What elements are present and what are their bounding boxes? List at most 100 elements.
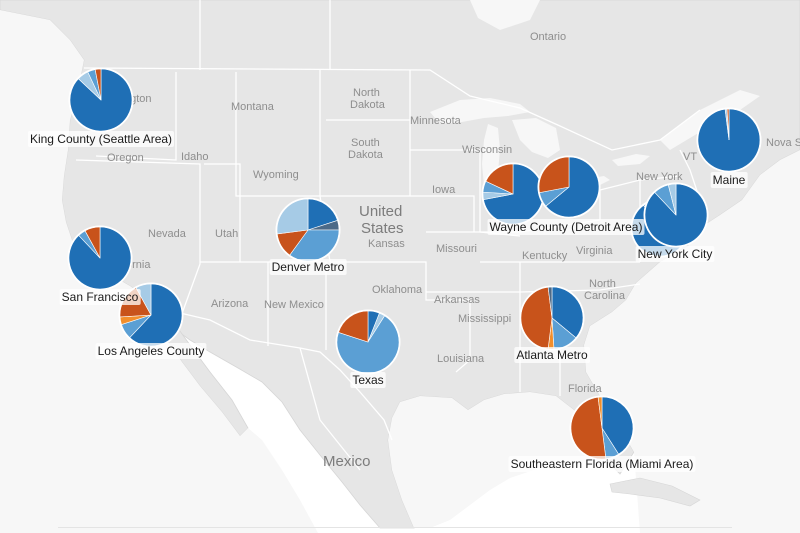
pie-label-background	[95, 343, 207, 359]
label-new-york: New York	[636, 171, 683, 183]
pie-slice-wayne-county-3[interactable]	[485, 163, 514, 195]
label-united-states-1: United	[359, 203, 402, 220]
border-mountain-1	[235, 72, 326, 197]
label-united-states-2: States	[361, 220, 404, 237]
label-new-mexico: New Mexico	[264, 299, 324, 311]
pie-slice-denver-2[interactable]	[289, 229, 340, 262]
pie-label-background	[508, 456, 696, 472]
pie-label-background	[350, 372, 386, 388]
pie-wayne-county[interactable]	[481, 162, 545, 226]
pie-label-san-francisco: San Francisco	[62, 290, 139, 304]
label-louisiana: Louisiana	[437, 353, 485, 365]
label-california-fragment: ornia	[126, 259, 151, 271]
label-mississippi: Mississippi	[458, 313, 511, 325]
pie-texas[interactable]	[335, 309, 401, 375]
pie-slice-atlanta-3[interactable]	[520, 286, 553, 350]
pie-slice-texas-2[interactable]	[336, 315, 400, 374]
label-kentucky: Kentucky	[522, 250, 568, 262]
pie-labels: King County (Seattle Area) San Francisco L…	[27, 131, 748, 472]
label-mexico: Mexico	[323, 453, 371, 470]
pie-slice-denver-0[interactable]	[307, 198, 338, 231]
pie-denver[interactable]	[275, 197, 341, 263]
label-north-dakota-1: North	[353, 87, 380, 99]
label-missouri: Missouri	[436, 243, 477, 255]
pie-label-texas: Texas	[352, 373, 383, 387]
pie-label-wayne-county: Wayne County (Detroit Area)	[490, 220, 643, 234]
border-south-2	[455, 300, 471, 373]
label-ontario: Ontario	[530, 31, 566, 43]
label-arkansas: Arkansas	[434, 294, 480, 306]
lake-ontario	[612, 154, 650, 166]
label-minnesota: Minnesota	[410, 115, 462, 127]
pie-slice-denver-4[interactable]	[276, 198, 309, 235]
pie-slice-san-francisco-2[interactable]	[84, 226, 101, 259]
pie-slice-detroit-second-2[interactable]	[538, 156, 570, 193]
pie-markers	[67, 67, 762, 461]
pie-slice-new-york-city-2[interactable]	[667, 183, 677, 216]
bottom-divider	[58, 527, 732, 528]
label-nevada: Nevada	[148, 228, 187, 240]
pie-label-los-angeles: Los Angeles County	[98, 344, 205, 358]
pie-label-background	[487, 219, 645, 235]
lake-huron	[512, 118, 560, 158]
border-plains-4	[330, 261, 470, 301]
label-kansas: Kansas	[368, 238, 405, 250]
pacific-ocean	[0, 10, 318, 533]
pie-san-francisco[interactable]	[67, 225, 133, 291]
label-south-dakota-1: South	[351, 137, 380, 149]
pie-label-denver: Denver Metro	[272, 260, 345, 274]
label-south-dakota-2: Dakota	[348, 149, 384, 161]
label-utah: Utah	[215, 228, 238, 240]
label-nova-scotia: Nova S	[766, 137, 800, 149]
pie-label-king-county: King County (Seattle Area)	[30, 132, 172, 146]
label-iowa: Iowa	[432, 184, 456, 196]
pie-label-new-york-city: New York City	[638, 247, 713, 261]
border-west-1	[95, 72, 177, 161]
pie-slice-detroit-second-0[interactable]	[545, 156, 600, 218]
atlantic-ocean	[584, 150, 800, 533]
pie-slice-atlanta-4[interactable]	[547, 286, 553, 319]
pie-label-background	[59, 289, 141, 305]
pie-label-background	[269, 259, 347, 275]
label-oregon: Oregon	[107, 152, 144, 164]
caribbean-cuba	[609, 477, 701, 507]
label-florida: Florida	[568, 383, 603, 395]
pie-maine[interactable]	[696, 107, 762, 173]
label-north-carolina-1: North	[589, 278, 616, 290]
pie-miami[interactable]	[569, 395, 635, 461]
label-wisconsin: Wisconsin	[462, 144, 512, 156]
canada-us-border	[83, 67, 701, 151]
region-labels: Ontario Montana North Dakota Minnesota S…	[107, 31, 800, 470]
pie-label-background	[514, 347, 591, 363]
pie-slice-atlanta-0[interactable]	[551, 286, 584, 339]
label-wyoming: Wyoming	[253, 169, 299, 181]
pie-label-miami: Southeastern Florida (Miami Area)	[511, 457, 694, 471]
gulf-of-mexico	[388, 392, 590, 528]
hudson-bay-fragment	[470, 0, 540, 30]
pie-label-background	[635, 246, 715, 262]
label-arizona: Arizona	[211, 298, 249, 310]
pie-label-atlanta: Atlanta Metro	[516, 348, 588, 362]
border-plains-5	[410, 195, 475, 232]
pie-slice-king-county-3[interactable]	[94, 68, 102, 101]
pie-label-maine: Maine	[713, 173, 746, 187]
label-virginia: Virginia	[576, 245, 613, 257]
pie-detroit-second[interactable]	[537, 155, 601, 219]
pie-atlanta[interactable]	[519, 285, 585, 351]
pie-new-york-city[interactable]	[643, 182, 709, 248]
pie-king-county[interactable]	[68, 67, 134, 133]
pie-label-background	[710, 172, 748, 188]
border-east-1	[599, 175, 681, 220]
label-north-dakota-2: Dakota	[350, 99, 386, 111]
label-oklahoma: Oklahoma	[372, 284, 423, 296]
pie-slice-miami-3[interactable]	[597, 396, 603, 429]
us-mexico-border	[149, 305, 393, 441]
pie-slice-maine-2[interactable]	[726, 108, 730, 141]
pie-slice-texas-3[interactable]	[338, 310, 369, 343]
border-mexico-1	[299, 347, 361, 471]
label-montana: Montana	[231, 101, 275, 113]
border-west-3	[200, 163, 241, 263]
label-idaho: Idaho	[181, 151, 209, 163]
